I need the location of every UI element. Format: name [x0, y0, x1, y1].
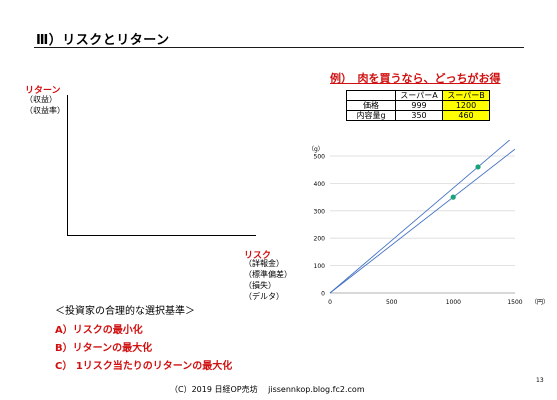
y-tick-label: 200 [314, 236, 326, 243]
risk-return-axes [67, 95, 256, 236]
table-row: 価格 999 1200 [346, 100, 490, 111]
title-underline [34, 47, 524, 48]
table-row-label: 価格 [346, 100, 396, 111]
table-corner-cell [346, 90, 396, 101]
return-axis-sublabel: （収益） [25, 95, 57, 104]
x-tick-label: 0 [328, 299, 332, 306]
y-tick-label: 100 [314, 263, 326, 270]
footer-copyright: （C）2019 日経OP売坊 jissennkop.blog.fc2.com [170, 385, 365, 394]
risk-axis-sublabel: （デルタ） [244, 292, 284, 301]
example-heading: 例） 肉を買うなら、どっちがお得 [330, 72, 501, 85]
slide-title: Ⅲ）リスクとリターン [36, 33, 170, 48]
page-number: 13 [536, 377, 544, 384]
y-unit-label: （g） [308, 146, 324, 153]
risk-axis-sublabel: （損失） [244, 281, 276, 290]
y-tick-label: 300 [314, 208, 326, 215]
risk-axis-sublabel: （標準偏差） [244, 270, 292, 279]
reference-line [329, 148, 516, 294]
x-tick-label: 500 [386, 299, 398, 306]
price-comparison-table: スーパーA スーパーB 価格 999 1200 内容量g 350 460 [346, 90, 490, 121]
criteria-title: ＜投資家の合理的な選択基準＞ [55, 306, 195, 317]
y-tick-label: 0 [321, 291, 325, 298]
risk-axis-label: リスク [244, 251, 272, 261]
y-tick-label: 500 [314, 154, 326, 161]
x-tick-label: 1500 [507, 299, 522, 306]
criteria-item: B）リターンの最大化 [55, 343, 153, 354]
x-tick-label: 1000 [446, 299, 461, 306]
scatter-chart: 0 100 200 300 400 500 0 500 1000 1500 （g） （円） [308, 140, 549, 306]
criteria-item: C） 1リスク当たりのリターンの最大化 [55, 361, 233, 372]
table-header-row: スーパーA スーパーB [346, 90, 490, 101]
x-unit-label: （円） [531, 299, 549, 306]
table-row-label: 内容量g [346, 110, 396, 121]
risk-axis-sublabel: （詳報金） [244, 259, 284, 268]
data-point [450, 194, 456, 200]
table-cell: 350 [395, 110, 443, 121]
table-cell: 999 [395, 100, 443, 111]
return-axis-sublabel: （収益率） [25, 106, 65, 115]
table-header-cell: スーパーB [442, 90, 490, 101]
table-cell: 460 [442, 110, 490, 121]
data-point [475, 164, 481, 170]
table-cell: 1200 [442, 100, 490, 111]
return-axis-label: リターン [25, 86, 61, 96]
y-tick-label: 400 [314, 181, 326, 188]
table-row: 内容量g 350 460 [346, 110, 490, 121]
table-header-cell: スーパーA [395, 90, 443, 101]
criteria-item: A）リスクの最小化 [55, 325, 143, 336]
reference-line [329, 140, 511, 294]
